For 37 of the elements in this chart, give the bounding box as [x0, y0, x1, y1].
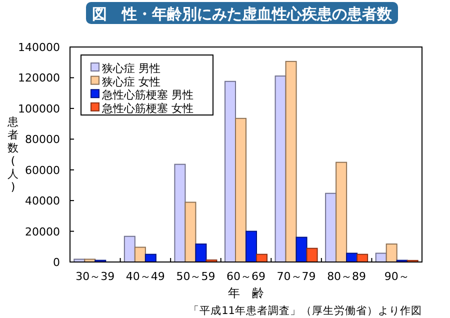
- bar: [306, 248, 318, 262]
- y-tick-label: 40000: [25, 194, 60, 208]
- y-tick-label: 80000: [25, 133, 60, 146]
- x-tick-label: 60～69: [226, 270, 266, 283]
- y-tick-label: 120000: [18, 72, 60, 85]
- legend-label: 狭心症 男性: [102, 62, 160, 75]
- x-tick-label: 50～59: [176, 270, 216, 283]
- y-tick-label: 100000: [18, 102, 60, 116]
- bar: [224, 80, 236, 262]
- y-axis-title: 患者数(人): [6, 116, 18, 194]
- y-tick-label: 20000: [25, 225, 60, 238]
- legend-label: 狭心症 女性: [102, 75, 160, 88]
- bar: [124, 236, 136, 262]
- x-tick-label: 30～39: [76, 270, 115, 283]
- y-tick-label: 140000: [18, 41, 60, 54]
- legend-label: 急性心筋梗塞 男性: [101, 88, 194, 102]
- bar: [184, 202, 196, 262]
- legend-label: 急性心筋梗塞 女性: [101, 102, 194, 115]
- x-tick-label: 80～89: [327, 270, 366, 283]
- chart-title: 図 性・年齢別にみた虚血性心疾患の患者数: [92, 5, 393, 23]
- text: 「平成11年患者調査」（厚生労働省）より作図: [188, 304, 422, 317]
- y-tick-label: 60000: [25, 164, 60, 177]
- bar: [336, 162, 348, 262]
- x-tick-label: 70～79: [276, 270, 316, 283]
- x-axis-title: 年 齢: [228, 286, 264, 300]
- bar: [296, 236, 308, 262]
- bar: [285, 60, 297, 262]
- bar: [195, 244, 207, 262]
- bar: [246, 230, 257, 262]
- y-tick-label: 0: [53, 256, 60, 269]
- bar: [325, 192, 337, 262]
- bar: [274, 76, 286, 262]
- bar: [235, 118, 246, 262]
- x-tick-label: 40～49: [126, 270, 165, 283]
- bar: [386, 244, 398, 262]
- x-tick-label: 90～: [384, 270, 410, 283]
- bar: [174, 164, 186, 262]
